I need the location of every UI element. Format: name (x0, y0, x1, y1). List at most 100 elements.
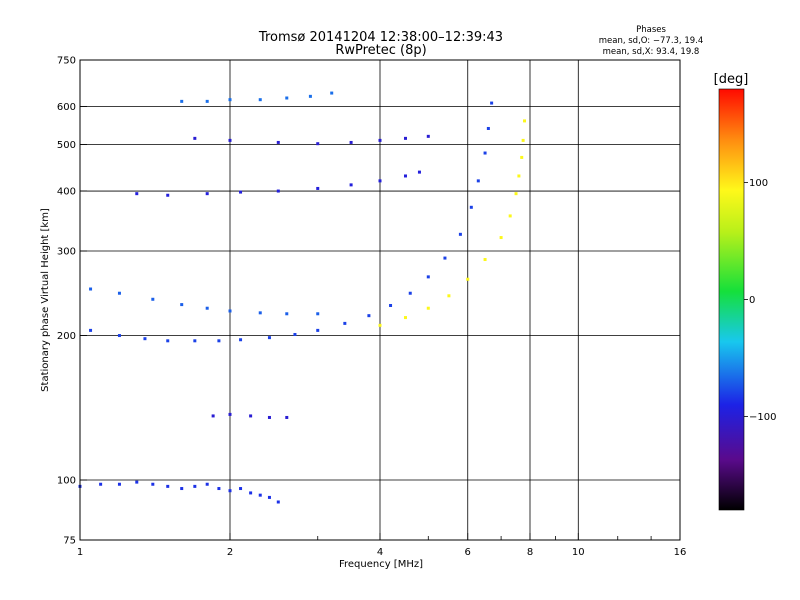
echo-point (308, 94, 312, 98)
echo-point (343, 321, 347, 325)
x-ticks: 1 2 4 6 8 10 16 (77, 533, 686, 558)
echo-point (166, 339, 170, 343)
phase-info-o: mean, sd,O: −77.3, 19.4 (599, 36, 704, 46)
echo-point (99, 482, 103, 486)
echo-point (205, 99, 209, 103)
chart-subtitle: RwPretec (8p) (335, 43, 426, 58)
echo-point (211, 414, 215, 418)
echo-point (117, 482, 121, 486)
colorbar-tick-label: −100 (749, 412, 776, 423)
echo-point (517, 174, 521, 178)
echo-point (403, 316, 407, 320)
echo-point (228, 412, 232, 416)
echo-point (258, 311, 262, 315)
echo-point (89, 287, 93, 291)
echo-point (508, 214, 512, 218)
y-tick-label: 75 (63, 536, 76, 547)
x-tick-label: 8 (527, 547, 533, 558)
echo-point (135, 192, 139, 196)
echo-point (135, 480, 139, 484)
echo-point (490, 101, 494, 105)
echo-point (403, 174, 407, 178)
phase-info-heading: Phases (636, 25, 666, 35)
echo-point (367, 314, 371, 318)
echo-point (521, 138, 525, 142)
echo-point (316, 328, 320, 332)
y-tick-label: 750 (57, 56, 76, 67)
echo-point (499, 236, 503, 240)
echo-point (267, 495, 271, 499)
phase-info-x: mean, sd,X: 93.4, 19.8 (603, 47, 700, 57)
echo-point (228, 138, 232, 142)
echo-point (239, 487, 243, 491)
y-tick-label: 300 (57, 247, 76, 258)
colorbar: [deg] 100 0 −100 (714, 72, 776, 511)
echo-point (205, 192, 209, 196)
echo-point (151, 297, 155, 301)
y-tick-label: 200 (57, 331, 76, 342)
echo-point (316, 186, 320, 190)
echo-point (276, 140, 280, 144)
echo-point (239, 338, 243, 342)
echo-point (408, 291, 412, 295)
y-tick-label: 400 (57, 187, 76, 198)
echo-point (180, 99, 184, 103)
echo-point (426, 306, 430, 310)
echo-point (417, 170, 421, 174)
echo-point (228, 309, 232, 313)
x-tick-label: 4 (377, 547, 383, 558)
echo-point (267, 336, 271, 340)
echo-point (316, 142, 320, 146)
echo-point (258, 493, 262, 497)
echo-point (151, 482, 155, 486)
echo-points (78, 91, 527, 504)
echo-point (180, 487, 184, 491)
echo-point (267, 415, 271, 419)
echo-point (143, 337, 147, 341)
echo-point (378, 323, 382, 327)
colorbar-label: [deg] (714, 72, 749, 87)
grid-lines (80, 60, 680, 540)
y-tick-label: 100 (57, 476, 76, 487)
colorbar-tick-label: 100 (749, 178, 768, 189)
echo-point (330, 91, 334, 95)
echo-point (205, 306, 209, 310)
echo-point (378, 179, 382, 183)
echo-point (316, 312, 320, 316)
chart-title: Tromsø 20141204 12:38:00–12:39:43 (258, 30, 503, 45)
echo-point (476, 179, 480, 183)
y-axis-label: Stationary phase Virtual Height [km] (40, 208, 51, 392)
y-tick-label: 500 (57, 140, 76, 151)
x-axis-label: Frequency [MHz] (339, 559, 423, 570)
echo-point (276, 189, 280, 193)
echo-point (193, 484, 197, 488)
echo-point (285, 415, 289, 419)
echo-point (443, 256, 447, 260)
colorbar-tick-label: 0 (749, 295, 755, 306)
echo-point (483, 151, 487, 155)
echo-point (458, 232, 462, 236)
echo-point (486, 126, 490, 130)
colorbar-gradient (718, 88, 745, 511)
plot-area: 1 2 4 6 8 10 16 75 100 200 300 400 500 600 750 (57, 56, 686, 559)
echo-point (349, 183, 353, 187)
echo-point (469, 205, 473, 209)
echo-point (426, 275, 430, 279)
echo-point (89, 328, 93, 332)
echo-point (228, 98, 232, 102)
echo-point (117, 334, 121, 338)
x-tick-label: 6 (465, 547, 471, 558)
x-tick-label: 2 (227, 547, 233, 558)
x-tick-label: 1 (77, 547, 83, 558)
y-tick-label: 600 (57, 102, 76, 113)
echo-point (426, 134, 430, 138)
echo-point (276, 500, 280, 504)
colorbar-ticks: 100 0 −100 (744, 178, 776, 423)
echo-point (349, 140, 353, 144)
echo-point (520, 155, 524, 159)
echo-point (285, 312, 289, 316)
echo-point (483, 258, 487, 262)
echo-point (193, 339, 197, 343)
echo-point (403, 136, 407, 140)
